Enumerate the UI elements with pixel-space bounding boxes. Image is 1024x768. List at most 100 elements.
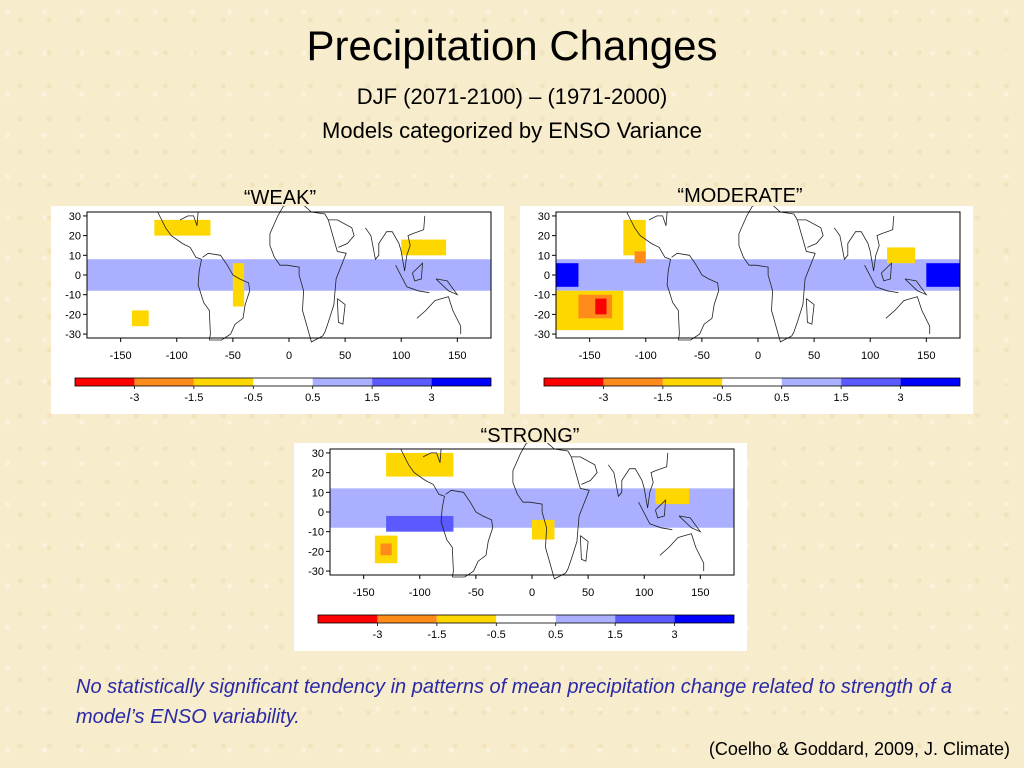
coastline-2	[179, 211, 199, 226]
colorbar-segment	[841, 378, 901, 386]
coastline-7	[395, 265, 430, 294]
coastline-10	[659, 533, 705, 572]
y-tick-label: -30	[534, 329, 550, 341]
y-tick-label: -10	[534, 290, 550, 302]
x-tick-label: 50	[582, 587, 594, 599]
x-tick-label: -100	[409, 587, 431, 599]
y-tick-label: 10	[312, 487, 324, 499]
x-tick-label: 100	[861, 350, 879, 362]
coastline-0	[626, 211, 680, 341]
coastline-9	[435, 278, 459, 296]
colorbar-tick-label: -3	[130, 392, 140, 404]
coastline-6	[607, 452, 669, 509]
anomaly-region-0	[87, 259, 491, 291]
coastline-1	[202, 252, 251, 341]
colorbar-segment	[496, 615, 556, 623]
colorbar-segment	[312, 378, 373, 386]
colorbar-tick-label: 3	[898, 392, 904, 404]
colorbar-segment	[555, 615, 616, 623]
panel-label-weak: “WEAK”	[243, 187, 317, 209]
panel-label-moderate: “MODERATE”	[677, 185, 803, 207]
y-tick-label: 30	[69, 211, 81, 223]
coastline-2	[422, 448, 442, 463]
colorbar-tick-label: -0.5	[487, 629, 506, 641]
coastline-7	[638, 502, 673, 531]
citation: (Coelho & Goddard, 2009, J. Climate)	[708, 739, 1010, 759]
colorbar-tick-label: 0.5	[774, 392, 789, 404]
x-tick-label: 50	[339, 350, 351, 362]
colorbar-segment	[900, 378, 960, 386]
colorbar-segment	[615, 615, 675, 623]
colorbar-tick-label: -1.5	[184, 392, 203, 404]
colorbar-tick-label: 0.5	[548, 629, 563, 641]
colorbar-frame	[317, 614, 735, 624]
panel-label-strong: “STRONG”	[480, 425, 580, 447]
x-tick-label: 150	[917, 350, 935, 362]
coastline-9	[904, 278, 928, 296]
y-tick-label: -10	[65, 290, 81, 302]
coastlines	[400, 443, 705, 580]
coastline-7	[864, 265, 899, 294]
coastline-11	[805, 298, 815, 325]
coastline-6	[833, 215, 895, 272]
anomaly-field	[556, 219, 960, 331]
coastline-5	[797, 219, 824, 248]
colorbar-tick-label: -1.5	[427, 629, 446, 641]
y-tick-label: 20	[69, 231, 81, 243]
colorbar-segment	[544, 378, 604, 386]
y-tick-label: -20	[308, 546, 324, 558]
coastline-4	[512, 482, 566, 580]
colorbar-segment	[722, 378, 782, 386]
coastline-9	[678, 515, 702, 533]
x-tick-label: 0	[286, 350, 292, 362]
y-tick-label: 30	[312, 448, 324, 460]
y-tick-label: -30	[65, 329, 81, 341]
coastline-5	[328, 219, 355, 248]
anomaly-region-7	[634, 251, 646, 264]
anomaly-region-3	[380, 543, 392, 556]
strong-map-panel: 30 20 10 0 -10 -20 -30 -150 -100 -50 0 50 100 150 -3 -1…	[294, 443, 747, 651]
colorbar-segment	[377, 615, 437, 623]
anomaly-region-2	[926, 263, 960, 287]
colorbar-tick-label: 3	[429, 392, 435, 404]
x-tick-label: 100	[392, 350, 410, 362]
coastline-8	[412, 262, 423, 282]
y-tick-label: -20	[65, 309, 81, 321]
y-tick-label: 30	[538, 211, 550, 223]
colorbar-segment	[372, 378, 432, 386]
colorbar-segment	[253, 378, 313, 386]
colorbar-tick-label: -3	[599, 392, 609, 404]
x-tick-label: 50	[808, 350, 820, 362]
colorbar-segment	[603, 378, 663, 386]
colorbar-tick-label: -0.5	[244, 392, 263, 404]
y-tick-label: 0	[75, 270, 81, 282]
coastline-8	[655, 499, 666, 519]
colorbar-segment	[662, 378, 723, 386]
colorbar-segment	[436, 615, 497, 623]
coastlines	[157, 206, 462, 343]
coastline-8	[881, 262, 892, 282]
colorbar-segment	[134, 378, 194, 386]
x-tick-label: -150	[110, 350, 132, 362]
coastline-5	[571, 456, 598, 485]
colorbar-segment	[75, 378, 135, 386]
colorbar-tick-label: 1.5	[607, 629, 622, 641]
anomaly-region-8	[887, 247, 916, 264]
y-tick-label: -10	[308, 527, 324, 539]
anomaly-field	[330, 452, 734, 564]
anomaly-region-4	[131, 310, 149, 327]
colorbar-tick-label: 1.5	[364, 392, 379, 404]
colorbar-segment	[674, 615, 734, 623]
weak-map-panel: 30 20 10 0 -10 -20 -30 -150 -100 -50 0 50 100 150 -3 -1…	[51, 206, 504, 414]
y-tick-label: 10	[69, 250, 81, 262]
x-tick-label: -50	[468, 587, 484, 599]
x-tick-label: -50	[694, 350, 710, 362]
coastline-4	[269, 245, 323, 343]
x-tick-label: 150	[448, 350, 466, 362]
colorbar-tick-label: -0.5	[713, 392, 732, 404]
anomaly-region-4	[578, 294, 613, 319]
coastline-2	[648, 211, 668, 226]
anomaly-region-6	[655, 488, 690, 505]
coastline-1	[671, 252, 720, 341]
